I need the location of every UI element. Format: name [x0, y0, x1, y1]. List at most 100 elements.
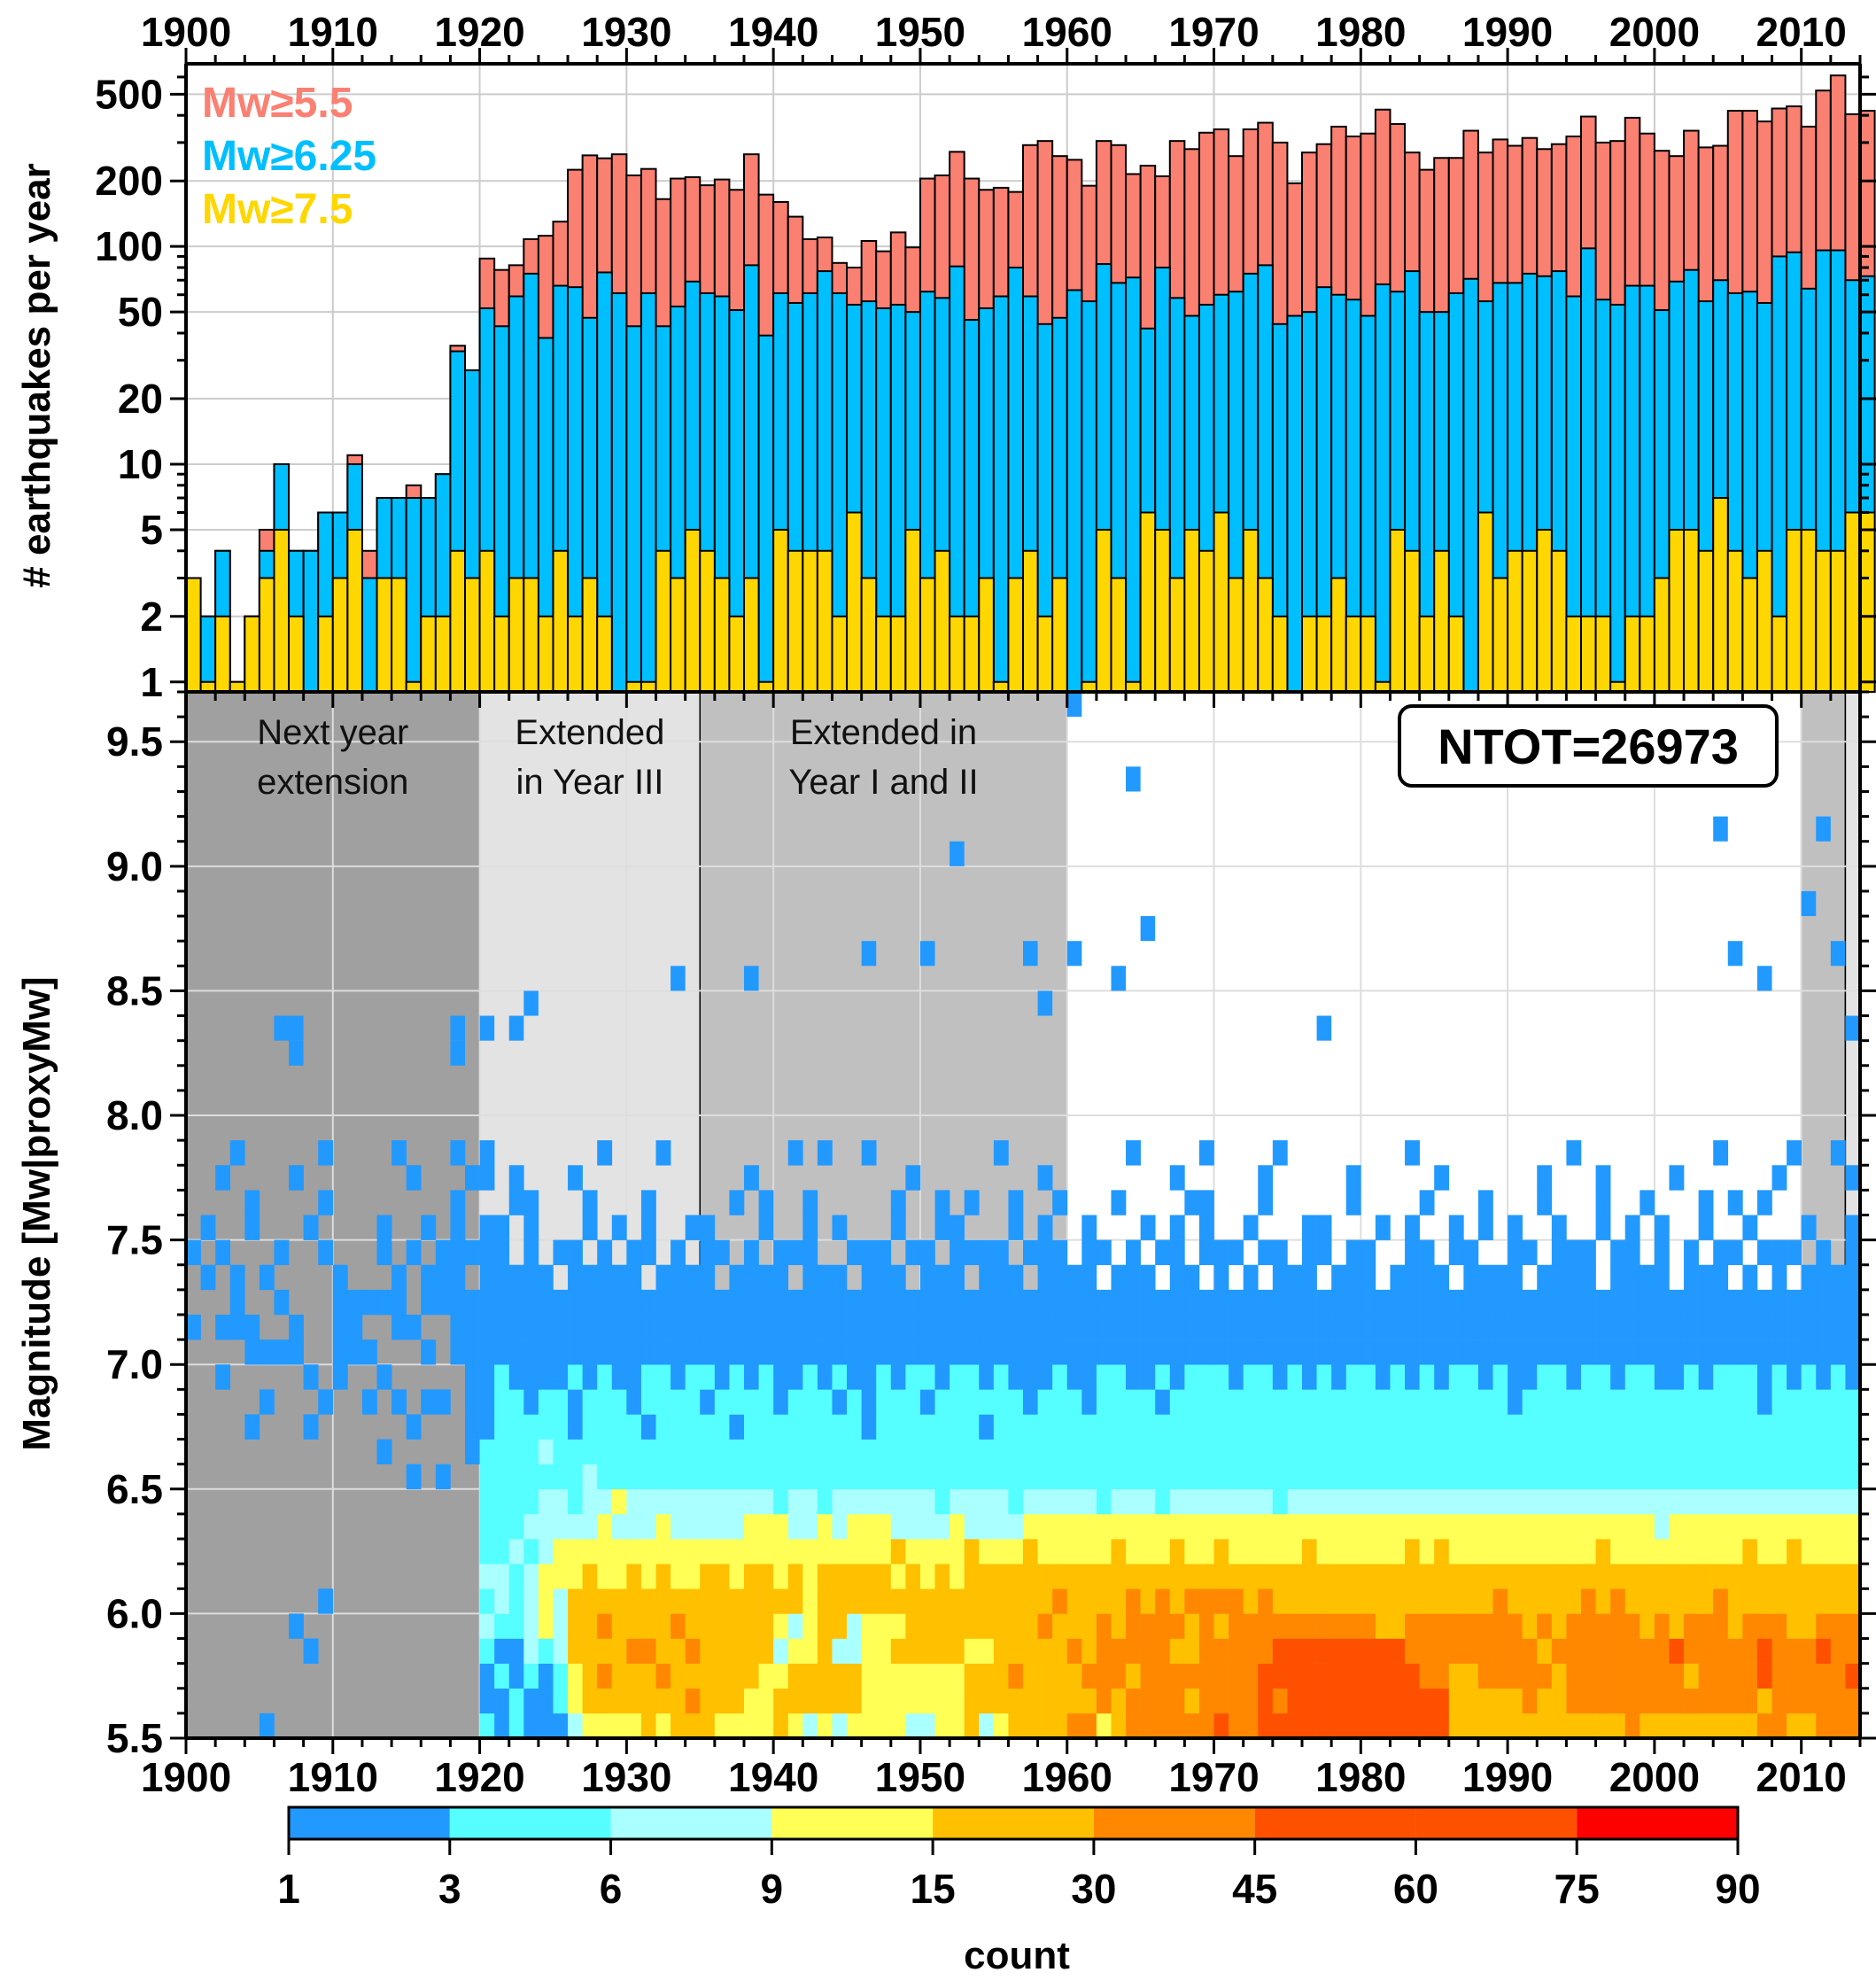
heat-cell [1787, 1140, 1802, 1166]
heat-cell [1551, 1414, 1567, 1440]
heat-cell [950, 1339, 965, 1365]
heat-cell [494, 1389, 510, 1415]
heat-cell [685, 1215, 701, 1240]
heat-cell [1801, 1339, 1817, 1365]
heat-cell [1640, 1364, 1655, 1390]
heat-cell [1331, 1389, 1347, 1415]
heat-cell [832, 1339, 848, 1365]
heat-cell [787, 1688, 803, 1714]
heat-cell [640, 1588, 656, 1614]
heat-cell [1316, 1414, 1332, 1440]
heat-cell [1595, 1712, 1611, 1739]
heat-cell [1771, 1165, 1787, 1191]
heat-cell [1272, 1539, 1288, 1565]
heat-cell [1742, 1314, 1758, 1340]
heat-cell [1654, 1513, 1670, 1540]
heat-cell [1243, 1663, 1259, 1689]
heat-cell [905, 1165, 921, 1191]
heat-cell [1111, 1712, 1127, 1739]
heat-cell [1331, 1613, 1347, 1639]
heat-cell [1155, 1239, 1171, 1266]
heat-cell [744, 1464, 759, 1490]
heat-cell [1096, 1389, 1112, 1415]
heat-cell [1595, 1215, 1611, 1240]
heat-cell [700, 1564, 716, 1589]
heat-cell [744, 1688, 759, 1714]
heat-cell [1522, 1389, 1538, 1415]
heat-cell [1258, 1165, 1274, 1191]
heat-cell [361, 1289, 377, 1316]
heat-cell [1477, 1439, 1493, 1464]
heat-cell [640, 1314, 656, 1340]
heat-cell [758, 1190, 774, 1215]
heat-cell [934, 1364, 950, 1390]
heat-cell [1375, 1289, 1391, 1316]
bar-mw625-1931 [640, 291, 657, 693]
heat-cell [1331, 1289, 1347, 1316]
heat-cell [611, 1314, 627, 1340]
heat-cell [244, 1190, 260, 1215]
heat-cell [1640, 1712, 1655, 1739]
heat-cell [1272, 1140, 1288, 1166]
region-label-1: in Year III [516, 763, 664, 802]
heat-cell [406, 1239, 422, 1266]
heat-cell [611, 1663, 627, 1689]
heat-cell [1698, 1688, 1714, 1714]
heat-cell [332, 1289, 348, 1316]
heat-cell [950, 1712, 965, 1739]
heat-cell [1052, 1564, 1068, 1589]
heat-cell [1213, 1488, 1229, 1515]
heat-cell [421, 1389, 437, 1415]
heat-cell [1023, 1488, 1038, 1515]
heat-cell [1111, 1638, 1127, 1664]
heat-cell [1272, 1663, 1288, 1689]
heat-cell [758, 1488, 774, 1515]
heat-cell [876, 1613, 892, 1639]
heat-cell [714, 1564, 730, 1589]
heat-cell [802, 1190, 818, 1215]
heat-cell [1184, 1688, 1200, 1714]
heat-cell [700, 1663, 716, 1689]
heat-cell [1126, 1663, 1141, 1689]
heat-cell [1419, 1289, 1435, 1316]
heat-cell [611, 1564, 627, 1589]
heat-cell [979, 1688, 995, 1714]
heat-cell [1595, 1464, 1611, 1490]
heat-cell [1405, 1389, 1420, 1415]
heat-cell [655, 1712, 671, 1739]
heat-cell [494, 1663, 510, 1689]
heat-cell [1551, 1239, 1567, 1266]
heat-cell [1816, 1663, 1832, 1689]
heat-cell [787, 1613, 803, 1639]
heat-cell [950, 1439, 965, 1464]
heat-cell [1713, 1712, 1729, 1739]
heat-cell [626, 1389, 642, 1415]
heat-cell [1198, 1712, 1214, 1739]
heat-cell [568, 1364, 583, 1390]
heat-cell [1140, 1264, 1156, 1291]
heat-cell [700, 1264, 716, 1291]
heat-cell [1727, 1414, 1743, 1440]
heat-cell [1492, 1564, 1508, 1589]
heat-cell [597, 1314, 613, 1340]
heat-cell [758, 1215, 774, 1240]
heat-cell [1126, 1289, 1141, 1316]
heat-cell [861, 1464, 877, 1490]
bar-mw75-1950 [919, 577, 936, 693]
heat-cell [1669, 1663, 1685, 1689]
heat-cell [1771, 1289, 1787, 1316]
heat-cell [1566, 1414, 1582, 1440]
heat-cell [1624, 1239, 1640, 1266]
heat-cell [1052, 1539, 1068, 1565]
heat-cell [1448, 1439, 1464, 1464]
heat-cell [1801, 1638, 1817, 1664]
heat-cell [1830, 1414, 1846, 1440]
heat-cell [1008, 1215, 1024, 1240]
heat-cell [1243, 1638, 1259, 1664]
heat-cell [1684, 1464, 1699, 1490]
heat-cell [1816, 1613, 1832, 1639]
heat-cell [1345, 1165, 1361, 1191]
heat-cell [979, 1638, 995, 1664]
colorbar-segment [1254, 1807, 1416, 1839]
heat-cell [626, 1264, 642, 1291]
